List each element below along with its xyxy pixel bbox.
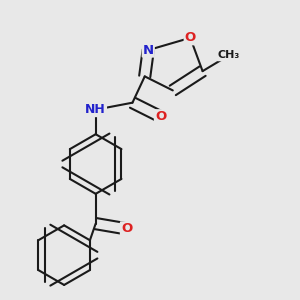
- Text: NH: NH: [85, 103, 106, 116]
- Text: O: O: [155, 110, 166, 123]
- Text: CH₃: CH₃: [218, 50, 240, 60]
- Text: O: O: [185, 31, 196, 44]
- Text: O: O: [121, 222, 132, 236]
- Text: N: N: [143, 44, 154, 57]
